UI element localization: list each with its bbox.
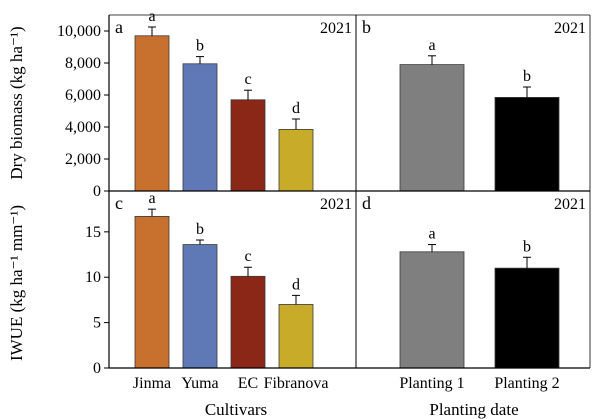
bar-a-fibranova — [278, 128, 314, 192]
bar-b-planting-1 — [399, 64, 465, 192]
significance-letter-a-0: a — [148, 8, 155, 25]
y-tick-label-a-1: 2,000 — [65, 151, 101, 168]
y-tick-label-a-5: 10,000 — [57, 23, 101, 40]
y-tick-label-a-2: 4,000 — [65, 119, 101, 136]
y-axis-label-dry-biomass: Dry biomass (kg ha⁻¹) — [7, 26, 26, 179]
y-tick-label-c-0: 0 — [93, 360, 101, 377]
significance-letter-b-1: b — [523, 68, 531, 85]
y-tick-label-a-0: 0 — [93, 183, 101, 200]
panel-letter-b: b — [362, 17, 371, 37]
bar-c-jinma — [134, 216, 170, 369]
y-tick-label-c-1: 5 — [93, 315, 101, 332]
y-tick-label-c-2: 10 — [85, 269, 101, 286]
panel-letter-c: c — [115, 193, 123, 213]
significance-letter-c-2: c — [244, 248, 251, 265]
significance-letter-d-0: a — [428, 226, 435, 243]
bar-c-yuma — [182, 244, 218, 369]
panel-year-b: 2021 — [554, 20, 586, 37]
panel-year-a: 2021 — [320, 20, 352, 37]
x-tick-label-d-0: Planting 1 — [399, 375, 464, 392]
panel-d: a b d 2021 Planting 1 Planting 2 — [362, 193, 586, 392]
significance-letter-b-0: a — [428, 37, 435, 54]
bar-d-planting-1 — [399, 251, 465, 369]
bar-a-jinma — [134, 35, 170, 192]
x-tick-label-c-1: Yuma — [181, 375, 218, 392]
significance-letter-a-3: d — [292, 100, 300, 117]
significance-letter-c-0: a — [148, 190, 155, 207]
bar-a-yuma — [182, 63, 218, 192]
significance-letter-c-3: d — [292, 276, 300, 293]
panel-c: a b c d c 2021 0 5 10 15 Jinma Yuma EC Fibranova — [85, 190, 352, 392]
panel-a: a b c d a 2021 0 2,000 4,000 6,000 8,000 10,000 — [57, 8, 352, 200]
panel-year-c: 2021 — [320, 196, 352, 213]
y-tick-label-a-4: 8,000 — [65, 55, 101, 72]
bar-c-fibranova — [278, 304, 314, 369]
x-tick-label-c-3: Fibranova — [264, 375, 329, 392]
panel-letter-d: d — [362, 193, 371, 213]
y-axis-label-iwue: IWUE (kg ha⁻¹ mm⁻¹) — [7, 205, 26, 361]
x-tick-label-c-2: EC — [238, 375, 258, 392]
significance-letter-d-1: b — [523, 238, 531, 255]
significance-letter-c-1: b — [196, 221, 204, 238]
x-tick-label-c-0: Jinma — [133, 375, 171, 392]
y-tick-label-c-3: 15 — [85, 224, 101, 241]
axes-frame — [108, 14, 591, 369]
significance-letter-a-1: b — [196, 38, 204, 55]
panel-letter-a: a — [115, 17, 123, 37]
x-tick-label-d-1: Planting 2 — [494, 375, 559, 392]
panel-b: a b b 2021 — [362, 17, 586, 192]
panel-year-d: 2021 — [554, 196, 586, 213]
bar-d-planting-2 — [494, 267, 560, 369]
bar-b-planting-2 — [494, 97, 560, 192]
significance-letter-a-2: c — [244, 71, 251, 88]
y-tick-label-a-3: 6,000 — [65, 87, 101, 104]
x-axis-label-cultivars: Cultivars — [205, 400, 267, 419]
bar-c-ec — [230, 275, 266, 369]
bar-a-ec — [230, 99, 266, 192]
x-axis-label-planting-date: Planting date — [429, 400, 518, 419]
